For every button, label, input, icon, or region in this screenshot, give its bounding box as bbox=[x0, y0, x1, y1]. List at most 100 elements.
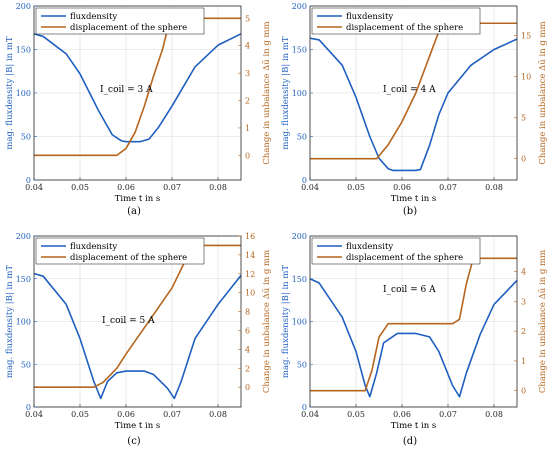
y2-tick-label: 0 bbox=[521, 387, 526, 396]
x-tick-label: 0.08 bbox=[485, 410, 503, 419]
coil-current-annotation: I_coil = 3 A bbox=[100, 85, 153, 95]
y2-tick-label: 0 bbox=[521, 155, 526, 164]
y-tick-label: 50 bbox=[297, 360, 307, 369]
x-tick-label: 0.08 bbox=[485, 183, 503, 192]
x-tick-label: 0.05 bbox=[347, 183, 365, 192]
coil-current-annotation: I_coil = 6 A bbox=[383, 285, 436, 295]
y-tick-label: 50 bbox=[21, 360, 31, 369]
y2-axis-label: Change in unbalance Δū in g mm bbox=[262, 250, 272, 393]
x-tick-label: 0.08 bbox=[209, 410, 227, 419]
x-tick-label: 0.08 bbox=[209, 183, 227, 192]
chart-panel-2: 0.04 0.05 0.06 0.07 0.08 0 50 100 150 200 0 2 4 6 8 10 1… bbox=[5, 232, 272, 447]
x-tick-label: 0.06 bbox=[117, 410, 135, 419]
panel-caption: (b) bbox=[403, 206, 417, 217]
legend-box bbox=[311, 7, 481, 35]
legend-box bbox=[35, 237, 205, 265]
chart-panel-1: 0.04 0.05 0.06 0.07 0.08 0 50 100 150 200 0 5 10 15 Ti… bbox=[281, 2, 548, 217]
y2-tick-label: 4 bbox=[245, 42, 250, 51]
chart-panel-0: 0.04 0.05 0.06 0.07 0.08 0 50 100 150 200 0 1 2 3 4 5 Ti… bbox=[5, 2, 272, 217]
x-tick-label: 0.04 bbox=[301, 410, 319, 419]
series-line-fluxdensity bbox=[33, 33, 242, 143]
y-tick-label: 0 bbox=[302, 176, 307, 185]
series-line-fluxdensity bbox=[309, 37, 518, 172]
y-axis-label: mag. fluxdensity |B| in mT bbox=[5, 265, 15, 378]
x-axis-label: Time t in s bbox=[115, 421, 161, 431]
x-tick-label: 0.05 bbox=[71, 183, 89, 192]
coil-current-annotation: I_coil = 4 A bbox=[383, 85, 436, 95]
y-tick-label: 150 bbox=[292, 275, 307, 284]
y2-tick-label: 0 bbox=[245, 383, 250, 392]
y2-tick-label: 8 bbox=[245, 308, 250, 317]
y-tick-label: 200 bbox=[16, 2, 31, 11]
y2-tick-label: 1 bbox=[245, 124, 250, 133]
y-tick-label: 50 bbox=[21, 133, 31, 142]
y2-tick-label: 4 bbox=[245, 345, 250, 354]
legend-label: displacement of the sphere bbox=[346, 23, 463, 33]
x-tick-label: 0.06 bbox=[393, 410, 411, 419]
x-tick-label: 0.06 bbox=[393, 183, 411, 192]
x-tick-label: 0.06 bbox=[117, 183, 135, 192]
y-tick-label: 150 bbox=[16, 275, 31, 284]
y2-tick-label: 6 bbox=[245, 326, 250, 335]
y2-tick-label: 10 bbox=[521, 73, 531, 82]
x-tick-label: 0.07 bbox=[439, 183, 457, 192]
y-axis-label: mag. fluxdensity |B| in mT bbox=[5, 36, 15, 149]
y-tick-label: 200 bbox=[16, 232, 31, 241]
y2-tick-label: 2 bbox=[245, 364, 250, 373]
x-tick-label: 0.04 bbox=[25, 183, 43, 192]
legend-label: displacement of the sphere bbox=[70, 253, 187, 263]
x-tick-label: 0.07 bbox=[163, 183, 181, 192]
legend-label: fluxdensity bbox=[70, 242, 117, 252]
series-line-fluxdensity bbox=[33, 272, 242, 400]
y2-tick-label: 0 bbox=[245, 151, 250, 160]
x-tick-label: 0.07 bbox=[439, 410, 457, 419]
x-axis-label: Time t in s bbox=[115, 194, 161, 204]
legend-box bbox=[35, 7, 205, 35]
coil-current-annotation: I_coil = 5 A bbox=[102, 316, 155, 326]
y-tick-label: 100 bbox=[16, 318, 31, 327]
x-axis-label: Time t in s bbox=[391, 194, 437, 204]
chart-panel-3: 0.04 0.05 0.06 0.07 0.08 0 50 100 150 200 0 1 2 3 4 Tim… bbox=[281, 232, 548, 447]
y-axis-label: mag. fluxdensity |B| in mT bbox=[281, 265, 291, 378]
x-tick-label: 0.07 bbox=[163, 410, 181, 419]
y2-tick-label: 14 bbox=[245, 251, 255, 260]
y2-tick-label: 2 bbox=[245, 97, 250, 106]
x-tick-label: 0.04 bbox=[25, 410, 43, 419]
y-tick-label: 50 bbox=[297, 133, 307, 142]
legend-label: displacement of the sphere bbox=[346, 253, 463, 263]
y-tick-label: 200 bbox=[292, 232, 307, 241]
y-tick-label: 0 bbox=[26, 403, 31, 412]
y2-tick-label: 5 bbox=[521, 114, 526, 123]
y2-tick-label: 3 bbox=[245, 69, 250, 78]
y-tick-label: 0 bbox=[26, 176, 31, 185]
y2-tick-label: 3 bbox=[521, 297, 526, 306]
y-tick-label: 0 bbox=[302, 403, 307, 412]
series-line-displacement bbox=[310, 257, 517, 392]
legend-label: fluxdensity bbox=[346, 12, 393, 22]
y2-tick-label: 15 bbox=[521, 32, 531, 41]
x-tick-label: 0.05 bbox=[71, 410, 89, 419]
legend-box bbox=[311, 237, 481, 265]
legend-label: fluxdensity bbox=[70, 12, 117, 22]
y2-tick-label: 16 bbox=[245, 232, 255, 241]
y-tick-label: 100 bbox=[292, 318, 307, 327]
y2-axis-label: Change in unbalance Δū in g mm bbox=[538, 250, 548, 393]
panel-caption: (d) bbox=[403, 436, 417, 447]
y2-tick-label: 10 bbox=[245, 289, 255, 298]
y-tick-label: 200 bbox=[292, 2, 307, 11]
y2-axis-label: Change in unbalance Δū in g mm bbox=[538, 21, 548, 164]
y2-axis-label: Change in unbalance Δū in g mm bbox=[262, 21, 272, 164]
y2-tick-label: 5 bbox=[245, 14, 250, 23]
x-axis-label: Time t in s bbox=[391, 421, 437, 431]
x-tick-label: 0.05 bbox=[347, 410, 365, 419]
y-tick-label: 150 bbox=[292, 46, 307, 55]
y2-tick-label: 1 bbox=[521, 357, 526, 366]
y2-tick-label: 4 bbox=[521, 268, 526, 277]
y-axis-label: mag. fluxdensity |B| in mT bbox=[281, 36, 291, 149]
legend-label: fluxdensity bbox=[346, 242, 393, 252]
y2-tick-label: 12 bbox=[245, 270, 255, 279]
y-tick-label: 150 bbox=[16, 46, 31, 55]
x-tick-label: 0.04 bbox=[301, 183, 319, 192]
series-line-fluxdensity bbox=[309, 278, 518, 398]
